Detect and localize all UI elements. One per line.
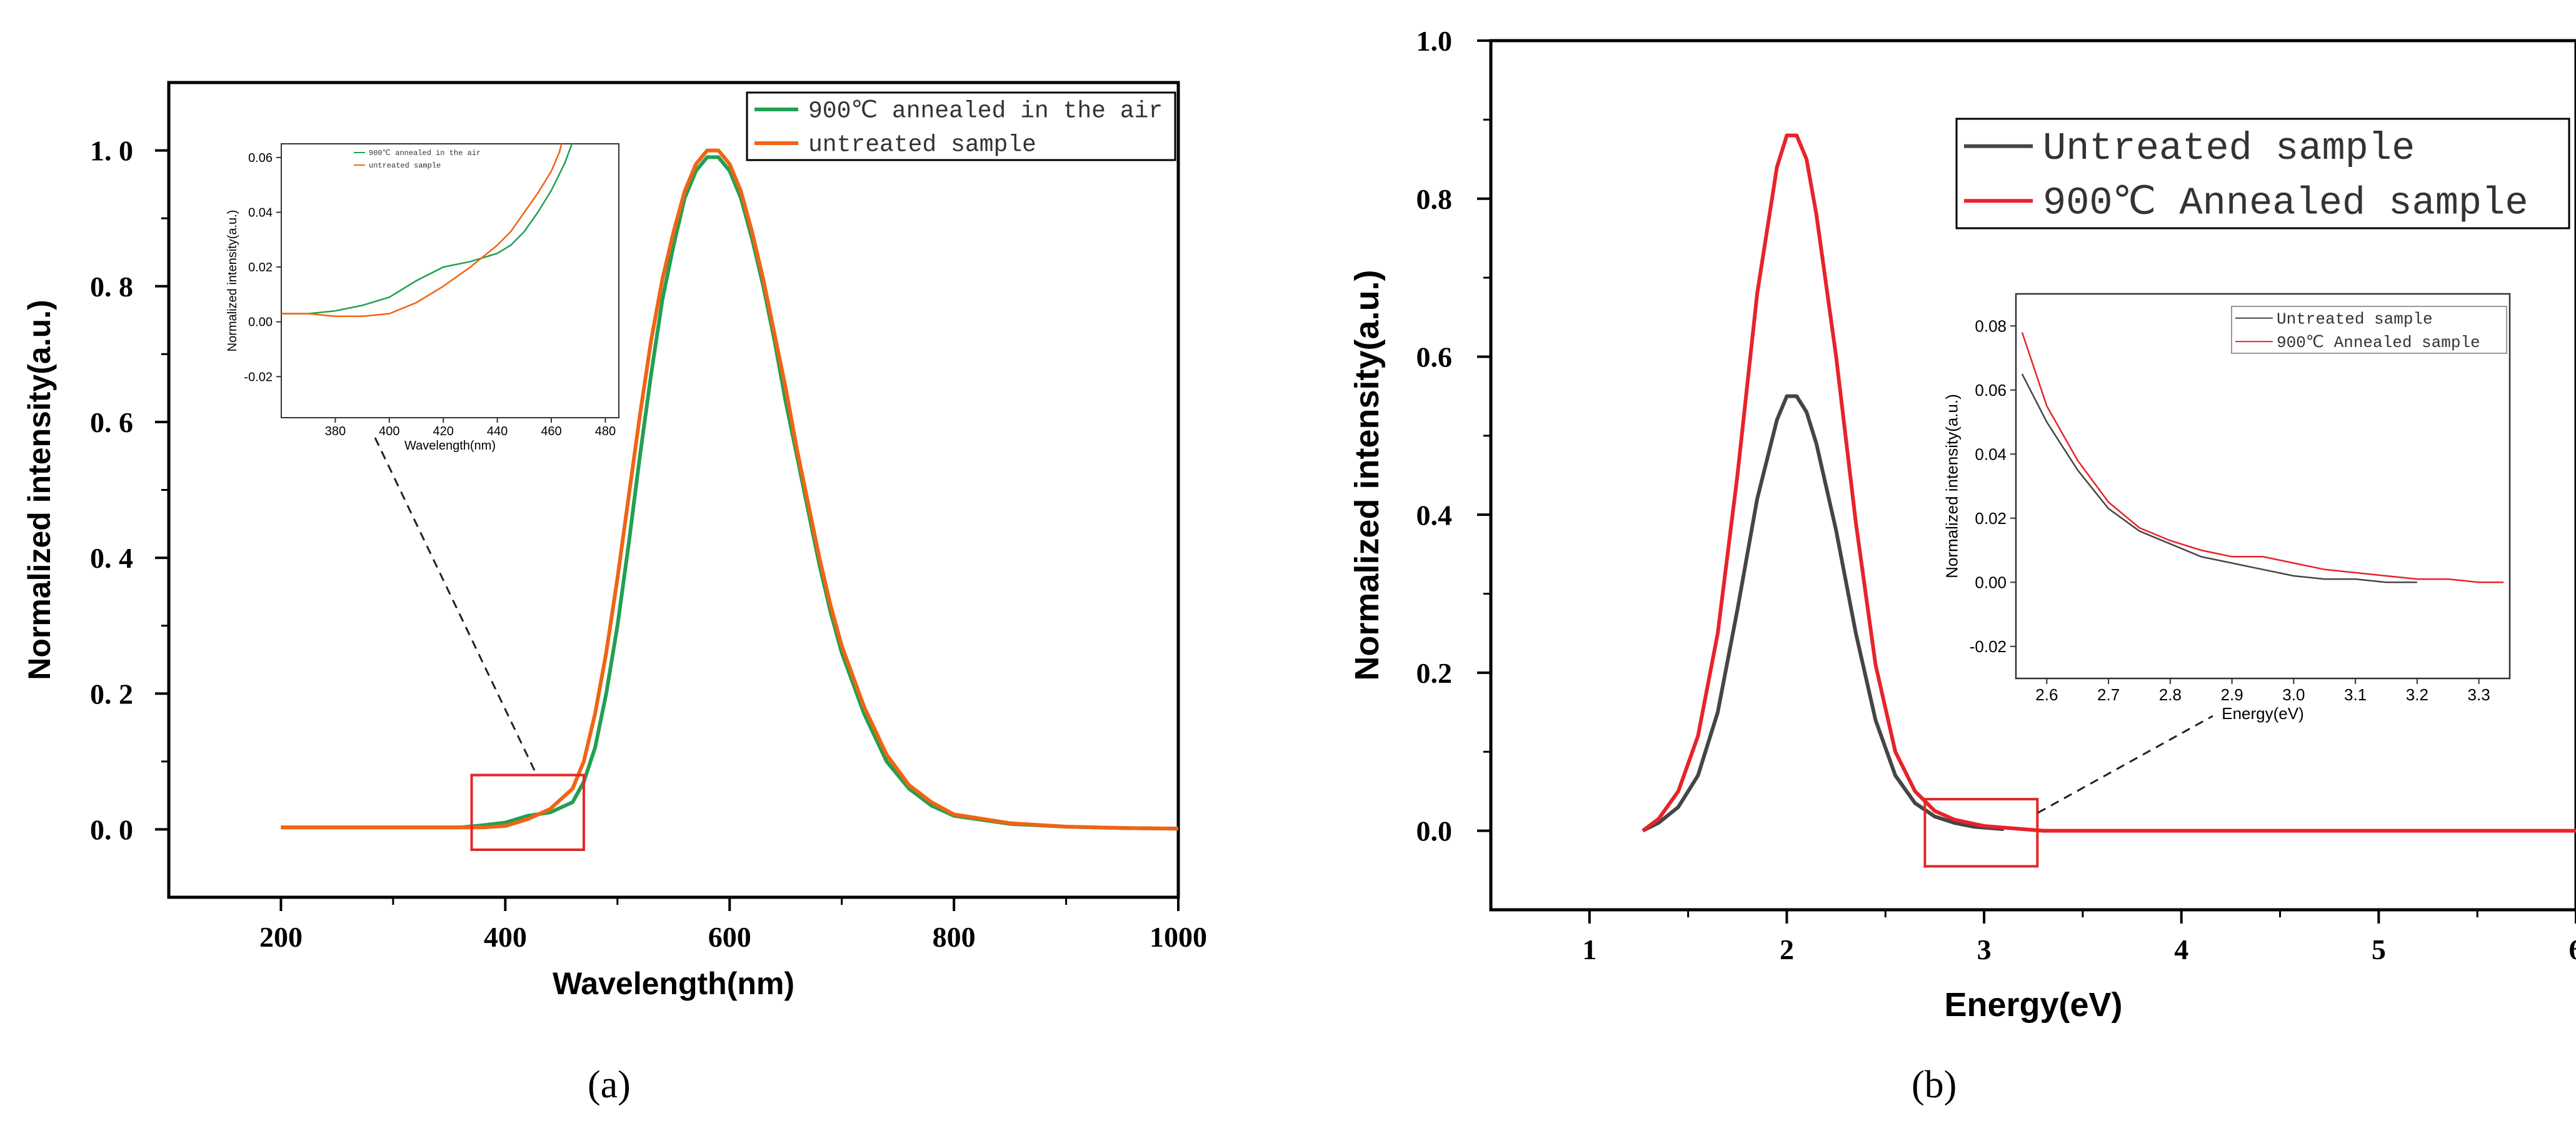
x-tick-label: 4 (2174, 934, 2188, 965)
inset-legend-box (2231, 306, 2507, 354)
series-line-1 (1641, 394, 2004, 833)
inset-x-tick-label: 2.9 (2221, 685, 2243, 704)
zoom-highlight-box (470, 773, 585, 851)
inset-y-tick-label: -0.02 (1970, 637, 2007, 656)
y-tick-label: 0. 0 (90, 814, 133, 846)
inset-x-tick-label: 400 (379, 425, 399, 438)
inset-x-tick-label: 380 (325, 425, 346, 438)
legend-label: 900℃ Annealed sample (2043, 181, 2528, 226)
chart-b: 1 2 3 4 5 6 0.0 0.2 0.4 0.6 0.8 1.0 Energy(eV) Normal… (1348, 25, 2576, 1024)
zoom-leader-line (374, 437, 536, 771)
inset-chart: 380 400 420 440 460 480 -0.02 0.00 0.02 0.04 0.06 W… (226, 143, 619, 453)
inset-series-line-1 (2021, 373, 2417, 583)
inset-x-tick-label: 3.0 (2282, 685, 2305, 704)
inset-x-tick-label: 460 (541, 425, 561, 438)
inset-y-tick-label: 0.04 (248, 206, 273, 220)
legend-label: 900℃ annealed in the air (808, 98, 1163, 125)
y-axis-title: Normalized intensity(a.u.) (1348, 269, 1386, 680)
y-tick-label: 0.8 (1416, 183, 1453, 215)
y-tick-label: 0. 2 (90, 678, 133, 710)
x-tick-label: 6 (2569, 934, 2576, 965)
inset-y-tick-label: 0.02 (1975, 509, 2007, 528)
inset-y-tick-label: 0.02 (248, 261, 273, 274)
y-tick-label: 0. 8 (90, 271, 133, 303)
y-tick-label: 0.2 (1416, 657, 1453, 689)
y-tick-label: 0. 4 (90, 542, 133, 574)
inset-x-tick-label: 3.1 (2344, 685, 2367, 704)
legend-box (746, 91, 1176, 161)
zoom-leader-line (2037, 715, 2213, 814)
inset-frame (2015, 293, 2511, 680)
legend-box (1955, 118, 2570, 229)
legend-label: untreated sample (808, 132, 1036, 159)
x-tick-label: 3 (1977, 934, 1992, 965)
series-line-2 (1641, 133, 2576, 833)
inset-y-tick-label: -0.02 (244, 370, 273, 384)
inset-x-tick-label: 2.8 (2159, 685, 2182, 704)
inset-y-tick-label: 0.06 (1975, 381, 2007, 400)
x-axis-title: Energy(eV) (1944, 986, 2122, 1024)
plot-frame (1489, 39, 2576, 912)
inset-y-tick-label: 0.08 (1975, 316, 2007, 335)
x-tick-label: 800 (933, 921, 976, 953)
inset-legend-label: Untreated sample (2277, 310, 2433, 328)
inset-legend-label: 900℃ Annealed sample (2277, 333, 2480, 352)
inset-x-tick-label: 2.7 (2097, 685, 2120, 704)
x-tick-label: 5 (2372, 934, 2386, 965)
chart-a: 200 400 600 800 1000 0. 0 0. 2 0. 4 0. 6 0. 8 1. 0… (22, 81, 1207, 1001)
inset-series-line-2 (281, 144, 563, 318)
inset-x-axis-title: Wavelength(nm) (404, 439, 496, 453)
x-tick-label: 1000 (1150, 921, 1207, 953)
inset-chart: 2.6 2.7 2.8 2.9 3.0 3.1 3.2 3.3 -0.02 0.00 0.02 0.0… (1942, 293, 2511, 723)
inset-x-tick-label: 420 (433, 425, 454, 438)
inset-y-tick-label: 0.06 (248, 151, 273, 165)
series-line-2 (281, 148, 1179, 831)
y-tick-label: 0.0 (1416, 815, 1453, 847)
inset-series-line-2 (2021, 332, 2504, 583)
y-tick-label: 0.6 (1416, 341, 1453, 373)
x-tick-label: 1 (1582, 934, 1596, 965)
inset-x-tick-label: 3.2 (2406, 685, 2428, 704)
inset-y-tick-label: 0.00 (248, 316, 273, 330)
y-axis-title: Normalized intensity(a.u.) (22, 300, 57, 680)
panel-label-a: (a) (588, 1064, 631, 1106)
y-tick-label: 1. 0 (90, 135, 133, 167)
inset-y-axis-title: Normalized intensity(a.u.) (1942, 394, 1961, 578)
inset-x-tick-label: 3.3 (2468, 685, 2490, 704)
inset-legend-label: untreated sample (369, 161, 441, 170)
y-tick-label: 0.4 (1416, 499, 1453, 531)
inset-x-tick-label: 2.6 (2035, 685, 2058, 704)
x-tick-label: 600 (708, 921, 751, 953)
inset-legend-label: 900℃ annealed in the air (369, 149, 481, 158)
x-tick-label: 400 (484, 921, 527, 953)
y-tick-label: 0. 6 (90, 406, 133, 438)
series-line-1 (281, 155, 1179, 831)
inset-x-tick-label: 480 (595, 425, 616, 438)
inset-series-line-1 (281, 144, 573, 315)
x-axis-title: Wavelength(nm) (553, 966, 794, 1001)
panel-label-b: (b) (1912, 1064, 1957, 1106)
y-tick-label: 1.0 (1416, 25, 1453, 57)
inset-y-axis-title: Normalized intensity(a.u.) (226, 210, 239, 352)
inset-y-tick-label: 0.00 (1975, 573, 2007, 592)
zoom-highlight-box (1923, 798, 2039, 868)
inset-x-axis-title: Energy(eV) (2222, 704, 2304, 723)
x-tick-label: 2 (1780, 934, 1794, 965)
inset-x-tick-label: 440 (487, 425, 508, 438)
legend-label: Untreated sample (2043, 126, 2415, 171)
x-tick-label: 200 (259, 921, 303, 953)
inset-y-tick-label: 0.04 (1975, 445, 2007, 463)
